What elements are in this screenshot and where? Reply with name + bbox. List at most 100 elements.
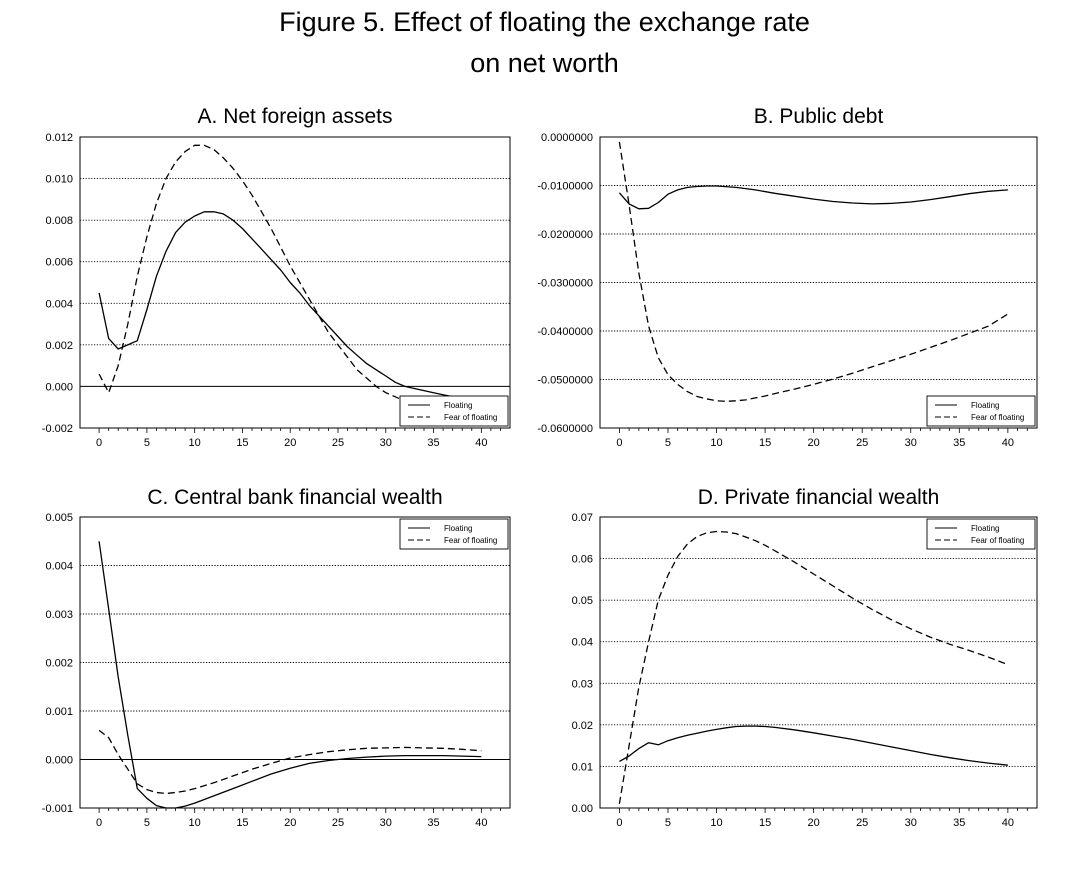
y-tick-label: 0.000: [45, 381, 73, 393]
x-tick-label: 40: [1002, 817, 1014, 829]
y-tick-label: 0.04: [572, 637, 593, 649]
x-tick-label: 20: [284, 437, 296, 449]
x-tick-label: 30: [380, 437, 392, 449]
y-tick-label: 0.06: [572, 554, 593, 566]
series-line-floating: [618, 185, 1008, 210]
legend-label: Fear of floating: [444, 413, 497, 422]
legend-label: Fear of floating: [971, 413, 1024, 422]
x-tick-label: 0: [96, 437, 102, 449]
x-tick-label: 5: [665, 817, 671, 829]
legend-box: [926, 518, 1036, 550]
y-tick-label: 0.003: [45, 609, 73, 621]
x-tick-label: 10: [710, 817, 722, 829]
x-tick-label: 5: [144, 817, 150, 829]
x-tick-label: 40: [1002, 437, 1014, 449]
y-tick-label: 0.0000000: [541, 132, 593, 144]
x-tick-label: 5: [665, 437, 671, 449]
x-tick-label: 10: [710, 437, 722, 449]
y-tick-label: 0.03: [572, 678, 593, 690]
x-tick-label: 15: [759, 817, 771, 829]
y-tick-label: 0.00: [572, 803, 593, 815]
x-tick-label: 25: [856, 437, 868, 449]
panel-c-title: C. Central bank financial wealth: [147, 486, 443, 509]
y-tick-label: 0.010: [45, 174, 73, 186]
series-line-fear-of-floating: [98, 729, 482, 795]
x-tick-label: 35: [427, 437, 439, 449]
legend-box: [399, 518, 509, 550]
x-tick-label: 15: [236, 437, 248, 449]
series-line-fear-of-floating: [618, 530, 1009, 804]
series-line-fear-of-floating: [618, 141, 1009, 402]
y-tick-label: -0.0500000: [537, 375, 593, 387]
y-tick-label: 0.002: [45, 340, 73, 352]
x-tick-label: 30: [905, 817, 917, 829]
legend-label: Floating: [444, 401, 472, 410]
legend-box: [926, 395, 1036, 427]
y-tick-label: 0.006: [45, 257, 73, 269]
x-tick-label: 20: [284, 817, 296, 829]
plot-frame: [599, 136, 1038, 429]
y-tick-label: -0.0100000: [537, 181, 593, 193]
x-tick-label: 25: [856, 817, 868, 829]
plot-frame: [79, 516, 511, 809]
y-tick-label: 0.01: [572, 761, 593, 773]
x-tick-label: 25: [332, 817, 344, 829]
legend-label: Floating: [971, 401, 999, 410]
x-tick-label: 30: [905, 437, 917, 449]
x-tick-label: 35: [427, 817, 439, 829]
y-tick-label: -0.002: [42, 423, 73, 435]
x-tick-label: 35: [953, 437, 965, 449]
y-tick-label: 0.004: [45, 298, 73, 310]
x-tick-label: 10: [189, 817, 201, 829]
y-tick-label: -0.0600000: [537, 423, 593, 435]
x-tick-label: 40: [475, 817, 487, 829]
panel-d-title: D. Private financial wealth: [697, 486, 940, 509]
legend: Floating Fear of floating: [399, 518, 509, 550]
plot-frame: [79, 136, 511, 429]
series-line-floating: [98, 211, 482, 400]
x-tick-label: 30: [380, 817, 392, 829]
y-tick-label: -0.0300000: [537, 278, 593, 290]
legend-label: Floating: [444, 524, 472, 533]
y-tick-label: 0.008: [45, 215, 73, 227]
y-tick-label: -0.0200000: [537, 229, 593, 241]
legend: Floating Fear of floating: [926, 395, 1036, 427]
y-tick-label: 0.004: [45, 561, 73, 573]
legend-label: Fear of floating: [444, 536, 497, 545]
x-tick-label: 35: [953, 817, 965, 829]
x-tick-label: 40: [475, 437, 487, 449]
x-tick-label: 15: [236, 817, 248, 829]
series-line-floating: [98, 541, 482, 809]
legend-label: Fear of floating: [971, 536, 1024, 545]
x-tick-label: 5: [144, 437, 150, 449]
y-tick-label: 0.000: [45, 755, 73, 767]
y-tick-label: 0.02: [572, 720, 593, 732]
y-tick-label: 0.005: [45, 512, 73, 524]
x-tick-label: 10: [189, 437, 201, 449]
legend: Floating Fear of floating: [926, 518, 1036, 550]
figure-title-line1: Figure 5. Effect of floating the exchang…: [279, 7, 810, 37]
x-tick-label: 0: [616, 817, 622, 829]
series-line-floating: [619, 725, 1008, 766]
y-tick-label: 0.002: [45, 658, 73, 670]
y-tick-label: -0.0400000: [537, 326, 593, 338]
x-tick-label: 20: [808, 817, 820, 829]
y-tick-label: 0.001: [45, 706, 73, 718]
y-tick-label: 0.012: [45, 132, 73, 144]
x-tick-label: 25: [332, 437, 344, 449]
x-tick-label: 0: [96, 817, 102, 829]
figure-title-line2: on net worth: [470, 48, 619, 78]
plot-frame: [599, 516, 1038, 809]
panel-b-title: B. Public debt: [753, 105, 884, 128]
y-tick-label: -0.001: [42, 803, 73, 815]
x-tick-label: 20: [808, 437, 820, 449]
y-tick-label: 0.07: [572, 512, 593, 524]
y-tick-label: 0.05: [572, 595, 593, 607]
legend: Floating Fear of floating: [399, 395, 509, 427]
legend-box: [399, 395, 509, 427]
x-tick-label: 0: [616, 437, 622, 449]
legend-label: Floating: [971, 524, 999, 533]
